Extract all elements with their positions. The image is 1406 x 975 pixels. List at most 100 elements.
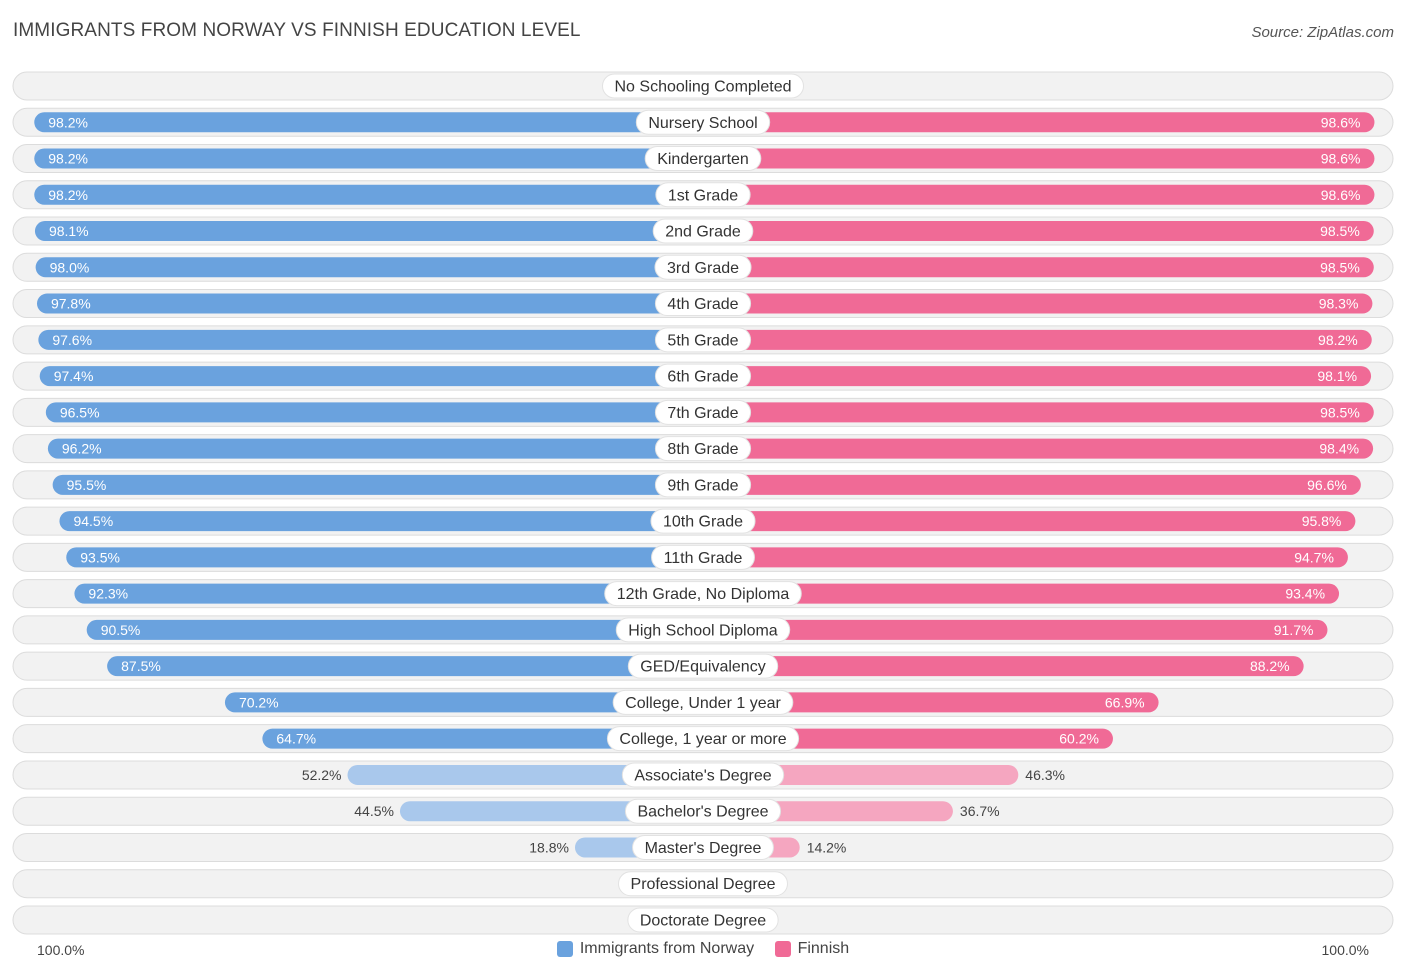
category-label-pill (652, 218, 754, 244)
category-label-pill (654, 363, 752, 389)
bar-norway (52, 474, 703, 495)
row-high-school-diploma: 90.5% 91.7% High School Diploma (12, 615, 1394, 645)
row-11th-grade: 93.5% 94.7% 11th Grade (12, 542, 1394, 572)
value-label-finnish: 95.8% (1302, 513, 1342, 529)
value-label-finnish: 98.1% (1317, 368, 1357, 384)
value-label-finnish: 66.9% (1105, 694, 1145, 710)
row-college-1-year-or-more: 64.7% 60.2% College, 1 year or more (12, 724, 1394, 754)
bar-norway (347, 764, 703, 785)
category-label-pill (604, 581, 802, 607)
bar-norway (36, 293, 704, 314)
value-label-finnish: 98.3% (1319, 296, 1359, 312)
category-label: Bachelor's Degree (637, 804, 768, 821)
row-ged-equivalency: 87.5% 88.2% GED/Equivalency (12, 651, 1394, 681)
row-professional-degree: 6.0%4.2%Professional Degree (12, 869, 1394, 899)
bar-finnish (703, 293, 1373, 314)
row-no-schooling-completed: 1.9%1.5%No Schooling Completed (12, 71, 1394, 101)
axis-right-label: 100.0% (1321, 942, 1369, 958)
row-2nd-grade: 98.1% 98.5% 2nd Grade (12, 216, 1394, 246)
bar-norway (39, 366, 704, 387)
row-7th-grade: 96.5% 98.5% 7th Grade (12, 397, 1394, 427)
bar-finnish (703, 728, 1113, 749)
bar-norway (74, 583, 703, 604)
category-label: 5th Grade (667, 332, 738, 349)
category-label-pill (654, 472, 752, 498)
category-label-pill (621, 762, 785, 788)
category-label: 2nd Grade (665, 224, 741, 241)
bar-finnish (703, 619, 1328, 640)
category-label: High School Diploma (628, 622, 778, 639)
category-label-pill (654, 436, 752, 462)
value-label-norway: 92.3% (88, 586, 128, 602)
category-label-pill (612, 689, 794, 715)
value-label-finnish: 36.7% (960, 803, 1000, 819)
bar-norway (38, 329, 704, 350)
bar-norway (45, 402, 703, 423)
bar-finnish (703, 257, 1374, 278)
category-label: 1st Grade (668, 187, 738, 204)
bar-finnish (703, 583, 1340, 604)
category-label: 7th Grade (667, 405, 738, 422)
chart-source: Source: ZipAtlas.com (1251, 24, 1394, 41)
bar-norway (34, 148, 704, 169)
row-3rd-grade: 98.0% 98.5% 3rd Grade (12, 252, 1394, 282)
bar-finnish (703, 656, 1304, 677)
row-kindergarten: 98.2% 98.6% Kindergarten (12, 144, 1394, 174)
legend-item-norway[interactable]: Immigrants from Norway (556, 940, 754, 958)
legend-swatch-finnish (774, 941, 791, 957)
row-4th-grade: 97.8% 98.3% 4th Grade (12, 289, 1394, 319)
bar-finnish (703, 112, 1375, 133)
value-label-norway: 94.5% (73, 513, 113, 529)
value-label-finnish: 98.6% (1321, 151, 1361, 167)
chart-title: IMMIGRANTS FROM NORWAY VS FINNISH EDUCAT… (13, 20, 581, 41)
category-label: No Schooling Completed (615, 79, 792, 96)
bar-norway (34, 184, 704, 205)
category-label: Kindergarten (657, 151, 749, 168)
value-label-norway: 93.5% (80, 549, 120, 565)
bar-finnish (703, 148, 1375, 169)
category-label: GED/Equivalency (640, 659, 765, 676)
category-label-pill (650, 508, 756, 534)
row-6th-grade: 97.4% 98.1% 6th Grade (12, 361, 1394, 391)
value-label-norway: 87.5% (121, 658, 161, 674)
value-label-norway: 97.6% (52, 332, 92, 348)
bar-finnish (703, 692, 1159, 713)
category-label: 10th Grade (663, 514, 743, 531)
value-label-finnish: 91.7% (1274, 622, 1314, 638)
legend: Immigrants from Norway Finnish (0, 940, 1406, 962)
category-label: College, 1 year or more (619, 731, 786, 748)
value-label-finnish: 88.2% (1250, 658, 1290, 674)
category-label: Professional Degree (631, 876, 776, 893)
value-label-finnish: 14.2% (807, 839, 847, 855)
category-label-pill (654, 399, 752, 425)
value-label-finnish: 98.5% (1320, 223, 1360, 239)
bar-norway (34, 221, 703, 242)
category-label: Nursery School (648, 115, 757, 132)
bar-norway (262, 728, 703, 749)
row-8th-grade: 96.2% 98.4% 8th Grade (12, 434, 1394, 464)
category-label-pill (651, 544, 755, 570)
bar-norway (86, 619, 703, 640)
category-label: 6th Grade (667, 369, 738, 386)
category-label-pill (627, 653, 779, 679)
row-doctorate-degree: 2.4%1.8%Doctorate Degree (12, 905, 1394, 935)
bar-norway (107, 656, 703, 677)
bar-norway (224, 692, 704, 713)
bar-finnish (703, 221, 1374, 242)
bar-chart: 1.9%1.5%No Schooling Completed 98.2% 98.6%… (12, 71, 1394, 935)
value-label-norway: 70.2% (239, 694, 279, 710)
value-label-norway: 97.4% (54, 368, 94, 384)
category-label-pill (627, 907, 779, 933)
value-label-norway: 64.7% (276, 731, 316, 747)
value-label-norway: 97.8% (51, 296, 91, 312)
category-label: Master's Degree (645, 840, 762, 857)
value-label-finnish: 46.3% (1025, 767, 1065, 783)
bar-finnish (703, 547, 1348, 568)
value-label-norway: 98.0% (50, 259, 90, 275)
value-label-finnish: 98.5% (1320, 259, 1360, 275)
legend-item-finnish[interactable]: Finnish (774, 940, 849, 958)
value-label-finnish: 98.2% (1318, 332, 1358, 348)
category-label: 12th Grade, No Diploma (617, 586, 790, 603)
category-label-pill (635, 109, 771, 135)
row-nursery-school: 98.2% 98.6% Nursery School (12, 107, 1394, 137)
